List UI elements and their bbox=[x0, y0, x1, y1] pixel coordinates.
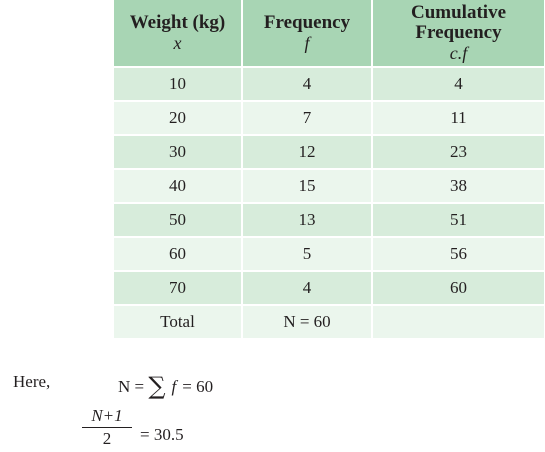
header-frequency-symbol: f bbox=[304, 33, 310, 53]
header-cumulative-symbol: c.f bbox=[449, 43, 468, 63]
cell-cf: 23 bbox=[372, 135, 544, 170]
cell-cf: 56 bbox=[372, 237, 544, 272]
cell-weight: 10 bbox=[114, 67, 243, 102]
cell-cf: 11 bbox=[372, 101, 544, 136]
sigma-symbol: ∑ bbox=[148, 372, 166, 400]
cell-frequency: 15 bbox=[242, 169, 373, 204]
table-header-row: Weight (kg) x Frequency f Cumulative Fre… bbox=[114, 0, 544, 68]
cell-cf: 4 bbox=[372, 67, 544, 102]
cell-cf: 60 bbox=[372, 271, 544, 306]
cell-frequency: 13 bbox=[242, 203, 373, 238]
cell-weight: 30 bbox=[114, 135, 243, 170]
cell-weight: 60 bbox=[114, 237, 243, 272]
fraction-denominator: 2 bbox=[102, 429, 112, 448]
cell-cf: 51 bbox=[372, 203, 544, 238]
table-row: 10 4 4 bbox=[114, 67, 544, 102]
median-fraction: N+1 2 bbox=[82, 406, 132, 449]
total-value: N = 60 bbox=[242, 305, 373, 340]
sum-equation: N = ∑ f = 60 bbox=[118, 370, 214, 400]
table-row: 30 12 23 bbox=[114, 135, 544, 170]
total-cf bbox=[372, 305, 544, 340]
frequency-table: Weight (kg) x Frequency f Cumulative Fre… bbox=[114, 0, 544, 340]
cell-frequency: 4 bbox=[242, 67, 373, 102]
cell-weight: 50 bbox=[114, 203, 243, 238]
table-row: 40 15 38 bbox=[114, 169, 544, 204]
cell-frequency: 5 bbox=[242, 237, 373, 272]
header-frequency: Frequency f bbox=[242, 0, 373, 68]
header-weight-label: Weight (kg) bbox=[129, 12, 226, 33]
header-weight-symbol: x bbox=[173, 33, 182, 53]
cell-weight: 20 bbox=[114, 101, 243, 136]
header-weight: Weight (kg) x bbox=[114, 0, 243, 68]
fraction-numerator: N+1 bbox=[91, 406, 123, 425]
table-total-row: Total N = 60 bbox=[114, 305, 544, 340]
fraction-result: = 30.5 bbox=[140, 425, 184, 444]
header-cumulative-line1: Cumulative bbox=[411, 2, 506, 23]
cell-weight: 70 bbox=[114, 271, 243, 306]
sum-equation-lhs: N = bbox=[118, 377, 149, 396]
sum-equation-f: f bbox=[171, 377, 177, 396]
cell-weight: 40 bbox=[114, 169, 243, 204]
fraction-bar bbox=[82, 427, 132, 428]
table-row: 50 13 51 bbox=[114, 203, 544, 238]
header-frequency-label: Frequency bbox=[263, 12, 351, 33]
total-label: Total bbox=[114, 305, 243, 340]
header-cumulative-line2: Frequency bbox=[415, 22, 502, 43]
table-row: 70 4 60 bbox=[114, 271, 544, 306]
sum-equation-rhs: = 60 bbox=[182, 377, 214, 396]
cell-cf: 38 bbox=[372, 169, 544, 204]
cell-frequency: 4 bbox=[242, 271, 373, 306]
table-row: 20 7 11 bbox=[114, 101, 544, 136]
cell-frequency: 7 bbox=[242, 101, 373, 136]
here-label: Here, bbox=[13, 372, 51, 391]
cell-frequency: 12 bbox=[242, 135, 373, 170]
table-row: 60 5 56 bbox=[114, 237, 544, 272]
header-cumulative: Cumulative Frequency c.f bbox=[372, 0, 544, 68]
